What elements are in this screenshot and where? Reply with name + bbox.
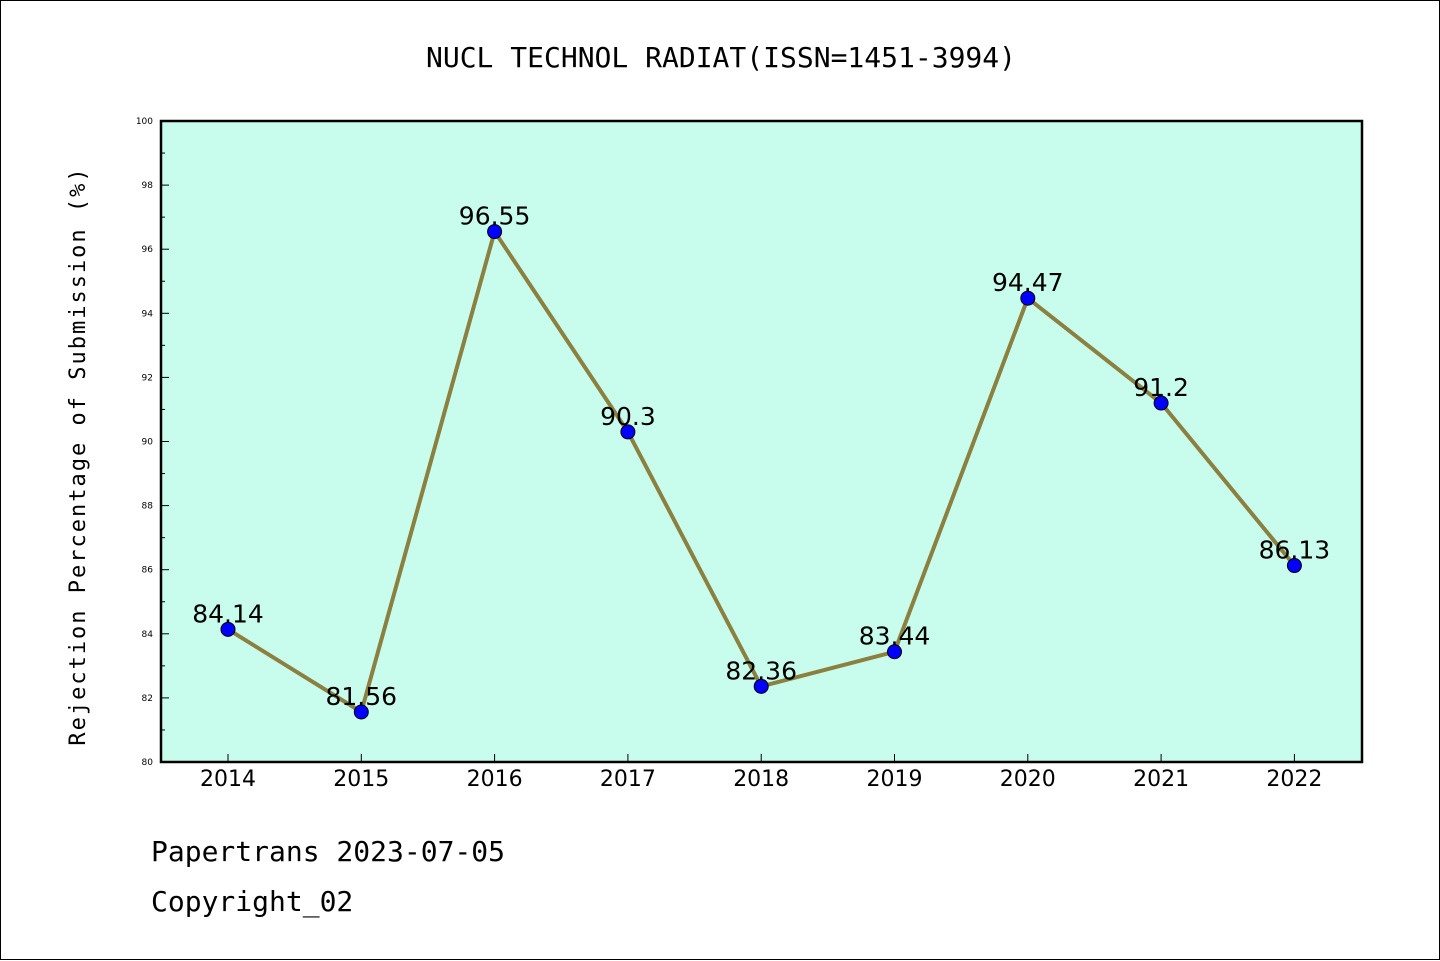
data-label: 84.14 — [192, 599, 264, 628]
y-axis: 80 82 84 86 88 90 92 94 96 98 100 — [136, 117, 169, 768]
data-label: 82.36 — [725, 656, 797, 685]
data-label: 96.55 — [459, 202, 531, 231]
data-point — [1153, 395, 1169, 411]
x-tick-label: 2021 — [1133, 767, 1189, 792]
data-point — [353, 704, 369, 720]
y-tick-label: 90 — [142, 438, 154, 448]
data-point — [1020, 290, 1036, 306]
data-point — [487, 224, 503, 240]
x-axis: 2014 2015 2016 2017 2018 2019 2020 2021 2022 — [200, 754, 1322, 792]
x-tick-label: 2017 — [600, 767, 656, 792]
footer-copyright: Copyright_02 — [151, 885, 354, 918]
data-label: 91.2 — [1133, 373, 1189, 402]
y-tick-label: 82 — [142, 694, 153, 704]
y-tick-label: 96 — [142, 245, 154, 255]
y-tick-label: 94 — [142, 309, 154, 319]
data-point — [887, 644, 902, 660]
data-label: 81.56 — [326, 682, 398, 711]
data-point — [220, 621, 236, 637]
data-point — [1286, 558, 1302, 574]
footer-date: Papertrans 2023-07-05 — [151, 835, 506, 868]
y-tick-label: 80 — [142, 758, 154, 768]
y-tick-label: 86 — [142, 566, 154, 576]
y-axis-label: Rejection Percentage of Submission (%) — [66, 166, 91, 745]
x-tick-label: 2018 — [733, 767, 789, 792]
x-tick-label: 2016 — [467, 767, 523, 792]
y-tick-label: 100 — [136, 117, 153, 127]
x-tick-label: 2020 — [1000, 767, 1056, 792]
data-label: 94.47 — [992, 268, 1064, 297]
x-tick-label: 2014 — [200, 767, 256, 792]
y-tick-label: 84 — [142, 630, 154, 640]
y-tick-label: 98 — [142, 181, 154, 191]
data-label: 86.13 — [1259, 536, 1331, 565]
y-tick-label: 88 — [142, 502, 154, 512]
data-label: 83.44 — [859, 622, 931, 651]
x-tick-label: 2019 — [867, 767, 923, 792]
data-point — [620, 424, 636, 440]
plot-area — [161, 121, 1362, 762]
x-tick-label: 2015 — [333, 767, 389, 792]
data-point — [753, 678, 769, 694]
data-label: 90.3 — [600, 402, 656, 431]
x-tick-label: 2022 — [1266, 767, 1322, 792]
plot-border — [159, 119, 1364, 764]
y-tick-label: 92 — [142, 373, 153, 383]
series-layer: 84.14 81.56 96.55 90.3 82.36 83.44 94.47 91.2 86… — [192, 202, 1331, 720]
chart-title: NUCL TECHNOL RADIAT(ISSN=1451-3994) — [426, 41, 1016, 74]
